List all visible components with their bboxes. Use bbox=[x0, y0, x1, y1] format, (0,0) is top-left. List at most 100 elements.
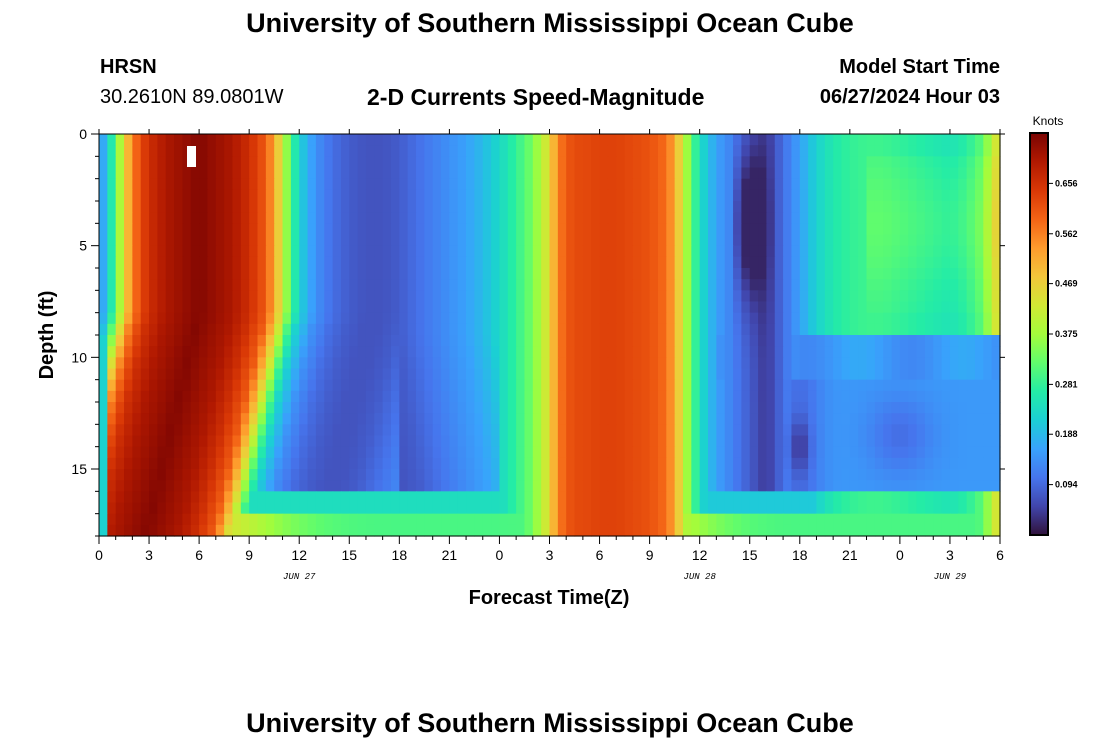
heat-cell bbox=[265, 301, 275, 314]
heat-cell bbox=[691, 156, 701, 169]
heat-cell bbox=[524, 290, 534, 303]
heat-cell bbox=[657, 368, 667, 381]
heat-cell bbox=[924, 268, 934, 280]
heat-cell bbox=[674, 189, 684, 202]
heat-cell bbox=[115, 379, 125, 392]
heat-cell bbox=[407, 178, 417, 191]
heat-cell bbox=[674, 346, 684, 358]
heat-cell bbox=[349, 513, 359, 526]
heat-cell bbox=[866, 256, 876, 269]
heat-cell bbox=[491, 446, 501, 459]
heat-cell bbox=[499, 457, 509, 470]
heat-cell bbox=[916, 178, 926, 191]
heat-cell bbox=[632, 301, 642, 314]
heat-cell bbox=[466, 201, 476, 213]
heat-cell bbox=[349, 402, 359, 414]
heat-cell bbox=[224, 134, 234, 146]
heat-cell bbox=[382, 379, 392, 392]
heat-cell bbox=[432, 368, 442, 381]
heat-cell bbox=[449, 256, 459, 269]
heat-cell bbox=[182, 145, 192, 157]
heat-cell bbox=[307, 368, 317, 381]
heat-cell bbox=[390, 134, 400, 146]
heat-cell bbox=[441, 335, 450, 347]
heat-cell bbox=[908, 357, 918, 370]
heat-cell bbox=[549, 491, 559, 504]
heat-cell bbox=[315, 256, 325, 269]
heat-cell bbox=[958, 491, 968, 504]
heat-cell bbox=[207, 290, 217, 303]
heat-cell bbox=[416, 335, 425, 347]
heat-cell bbox=[924, 402, 934, 414]
heat-cell bbox=[741, 268, 751, 280]
heat-cell bbox=[891, 323, 901, 336]
heat-cell bbox=[682, 290, 692, 303]
heat-cell bbox=[274, 357, 284, 370]
heat-cell bbox=[983, 402, 993, 414]
heat-cell bbox=[365, 457, 375, 470]
heat-cell bbox=[541, 435, 551, 448]
heat-cell bbox=[466, 245, 476, 258]
heat-cell bbox=[724, 301, 734, 314]
heat-cell bbox=[949, 379, 959, 392]
heat-cell bbox=[791, 134, 801, 146]
heat-cell bbox=[949, 424, 959, 437]
heat-cell bbox=[966, 368, 976, 381]
heat-cell bbox=[941, 424, 951, 437]
heat-cell bbox=[482, 424, 492, 437]
heat-cell bbox=[524, 234, 534, 247]
heat-cell bbox=[315, 279, 325, 291]
heat-cell bbox=[666, 379, 676, 392]
heat-cell bbox=[315, 469, 325, 481]
heat-cell bbox=[841, 167, 851, 180]
heat-cell bbox=[682, 234, 692, 247]
heat-cell bbox=[941, 379, 951, 392]
heat-cell bbox=[390, 335, 400, 347]
heat-cell bbox=[874, 312, 884, 325]
heat-cell bbox=[833, 212, 843, 224]
heat-cell bbox=[708, 234, 717, 247]
heat-cell bbox=[849, 491, 859, 504]
heat-cell bbox=[641, 189, 651, 202]
heat-cell bbox=[666, 156, 676, 169]
heat-cell bbox=[841, 189, 851, 202]
heat-cell bbox=[624, 245, 634, 258]
heat-cell bbox=[416, 323, 425, 336]
heat-cell bbox=[457, 390, 467, 403]
heat-cell bbox=[916, 469, 926, 481]
heat-cell bbox=[374, 357, 384, 370]
heat-cell bbox=[716, 301, 726, 314]
heat-cell bbox=[165, 290, 175, 303]
heat-cell bbox=[983, 469, 993, 481]
heat-cell bbox=[824, 368, 834, 381]
heat-cell bbox=[924, 446, 934, 459]
heat-cell bbox=[691, 212, 701, 224]
heat-cell bbox=[349, 312, 359, 325]
heat-cell bbox=[966, 435, 976, 448]
heat-cell bbox=[357, 189, 367, 202]
heat-cell bbox=[783, 134, 793, 146]
heat-cell bbox=[149, 301, 158, 314]
heat-cell bbox=[499, 145, 509, 157]
heat-cell bbox=[899, 223, 909, 236]
heat-cell bbox=[749, 290, 759, 303]
heat-cell bbox=[224, 212, 234, 224]
heat-cell bbox=[991, 189, 1001, 202]
heat-cell bbox=[432, 424, 442, 437]
heat-cell bbox=[966, 513, 976, 526]
heat-cell bbox=[424, 145, 434, 157]
heat-cell bbox=[382, 390, 392, 403]
heat-cell bbox=[524, 469, 534, 481]
heat-cell bbox=[240, 201, 250, 213]
heat-cell bbox=[374, 513, 384, 526]
heat-cell bbox=[274, 201, 284, 213]
heat-cell bbox=[140, 502, 150, 515]
heat-cell bbox=[624, 212, 634, 224]
heat-cell bbox=[799, 457, 809, 470]
heat-cell bbox=[140, 245, 150, 258]
heat-cell bbox=[516, 201, 526, 213]
heat-cell bbox=[941, 335, 951, 347]
heat-cell bbox=[482, 189, 492, 202]
heat-cell bbox=[883, 234, 893, 247]
heat-cell bbox=[274, 513, 284, 526]
